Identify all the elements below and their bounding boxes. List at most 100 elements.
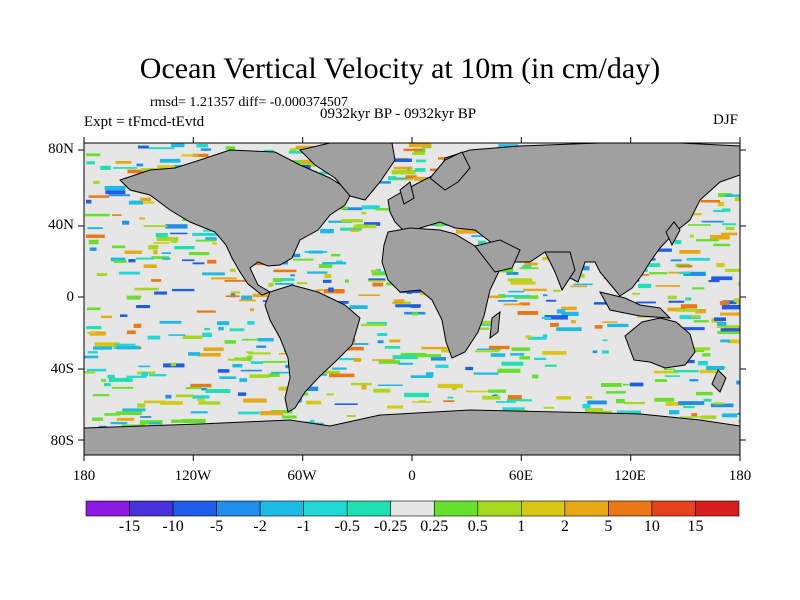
field-streak — [139, 201, 155, 204]
field-streak — [138, 365, 151, 368]
field-streak — [361, 211, 367, 215]
field-streak — [503, 303, 522, 306]
field-streak — [329, 373, 355, 378]
field-streak — [391, 170, 416, 175]
field-streak — [271, 371, 290, 374]
field-streak — [377, 340, 384, 344]
field-streak — [84, 355, 99, 359]
field-streak — [390, 177, 408, 180]
colorbar-swatch — [259, 500, 304, 517]
field-streak — [371, 181, 391, 184]
field-streak — [480, 324, 494, 326]
field-streak — [405, 175, 417, 179]
field-streak — [181, 154, 199, 157]
field-streak — [289, 148, 296, 151]
lat-label: 0 — [66, 289, 75, 305]
lat-label: 80S — [50, 433, 74, 449]
field-streak — [219, 376, 237, 379]
field-streak — [689, 234, 694, 238]
field-streak — [88, 195, 110, 198]
field-streak — [510, 353, 525, 356]
field-streak — [700, 200, 720, 203]
field-streak — [722, 223, 737, 226]
colorbar-label: -1 — [297, 518, 311, 535]
field-streak — [275, 283, 294, 285]
field-streak — [350, 229, 360, 232]
colorbar-label: 2 — [560, 518, 569, 535]
field-streak — [195, 239, 215, 242]
colorbar-swatch — [390, 500, 435, 517]
field-streak — [182, 335, 203, 340]
field-streak — [477, 348, 501, 351]
field-streak — [708, 280, 720, 283]
season-label: DJF — [713, 112, 739, 128]
land-new-zealand — [711, 369, 727, 393]
field-streak — [149, 374, 167, 377]
field-streak — [416, 159, 426, 163]
field-streak — [425, 372, 434, 377]
field-streak — [134, 287, 159, 291]
field-streak — [373, 388, 391, 393]
field-streak — [153, 242, 170, 244]
field-streak — [721, 305, 740, 310]
field-streak — [211, 277, 237, 280]
field-streak — [113, 260, 127, 263]
field-streak — [710, 235, 730, 240]
field-streak — [669, 410, 680, 415]
field-streak — [713, 243, 731, 247]
field-streak — [303, 386, 319, 391]
field-streak — [507, 278, 533, 282]
field-streak — [143, 264, 157, 268]
field-streak — [171, 143, 185, 148]
field-streak — [701, 415, 717, 420]
field-streak — [371, 272, 386, 275]
field-streak — [323, 289, 345, 294]
field-streak — [192, 395, 210, 399]
field-streak — [148, 147, 175, 150]
field-streak — [689, 379, 699, 382]
colorbar-swatch — [303, 500, 348, 517]
field-streak — [488, 345, 510, 350]
field-streak — [713, 402, 724, 405]
field-streak — [466, 390, 489, 393]
field-streak — [543, 294, 548, 297]
field-streak — [378, 360, 400, 364]
field-streak — [584, 408, 603, 412]
field-streak — [624, 401, 645, 405]
field-streak — [519, 356, 530, 360]
colorbar-label: -15 — [118, 518, 141, 535]
field-streak — [695, 309, 706, 314]
field-streak — [86, 234, 105, 238]
field-streak — [556, 327, 582, 332]
field-streak — [733, 298, 740, 303]
field-streak — [408, 143, 432, 148]
field-streak — [126, 295, 141, 300]
field-streak — [686, 257, 710, 261]
field-streak — [136, 163, 144, 167]
field-streak — [272, 278, 282, 283]
colorbar-swatch — [477, 500, 522, 517]
map-title: Ocean Vertical Velocity at 10m (in cm/da… — [139, 52, 661, 85]
field-streak — [240, 369, 262, 372]
field-streak — [519, 302, 530, 306]
field-streak — [713, 209, 726, 213]
field-streak — [165, 394, 172, 399]
field-streak — [225, 146, 235, 150]
land-antarctica — [84, 409, 740, 455]
colorbar-swatch — [521, 500, 566, 517]
field-streak — [437, 383, 463, 389]
field-streak — [227, 358, 248, 361]
field-streak — [585, 396, 593, 399]
field-streak — [159, 158, 181, 163]
colorbar-label: 0.25 — [420, 518, 449, 535]
field-streak — [237, 392, 247, 396]
field-streak — [112, 214, 122, 216]
field-streak — [202, 332, 212, 337]
field-streak — [542, 351, 567, 355]
field-streak — [119, 271, 141, 275]
field-streak — [87, 351, 98, 354]
field-streak — [561, 306, 577, 311]
field-streak — [110, 257, 126, 262]
field-streak — [120, 314, 128, 317]
field-streak — [192, 153, 209, 157]
